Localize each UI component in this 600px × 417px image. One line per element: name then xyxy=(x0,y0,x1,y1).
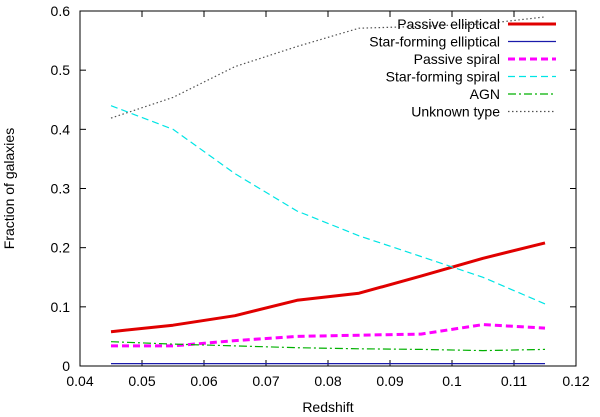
x-tick-label: 0.11 xyxy=(501,373,527,389)
x-tick-label: 0.12 xyxy=(562,373,589,389)
plot-frame xyxy=(79,10,577,367)
legend-label-passive-spiral: Passive spiral xyxy=(414,51,500,67)
series-line-agn xyxy=(110,341,546,352)
x-tick-labels: 0.04 0.05 0.06 0.07 0.08 0.09 0.1 0.11 0.12 xyxy=(66,373,589,389)
y-tick-label: 0.6 xyxy=(51,3,71,19)
x-tick-label: 0.06 xyxy=(190,373,217,389)
x-tick-label: 0.04 xyxy=(66,373,93,389)
tick-marks xyxy=(79,10,577,367)
legend: Passive elliptical Star-forming elliptica… xyxy=(369,16,556,120)
series-line-star-forming-spiral xyxy=(110,105,546,305)
series-lines xyxy=(110,16,546,365)
y-tick-label: 0.1 xyxy=(51,299,71,315)
y-tick-label: 0 xyxy=(62,358,70,374)
y-tick-label: 0.4 xyxy=(51,121,71,137)
x-tick-label: 0.09 xyxy=(376,373,403,389)
x-tick-label: 0.08 xyxy=(314,373,341,389)
y-tick-label: 0.2 xyxy=(51,240,71,256)
legend-label-star-forming-spiral: Star-forming spiral xyxy=(386,69,500,85)
legend-label-star-forming-elliptical: Star-forming elliptical xyxy=(369,34,500,50)
x-tick-label: 0.05 xyxy=(128,373,155,389)
y-tick-label: 0.3 xyxy=(51,181,71,197)
y-tick-label: 0.5 xyxy=(51,62,71,78)
x-tick-label: 0.07 xyxy=(252,373,279,389)
series-line-passive-elliptical xyxy=(110,241,546,334)
legend-label-agn: AGN xyxy=(470,86,500,102)
x-tick-label: 0.1 xyxy=(442,373,462,389)
series-line-unknown-type xyxy=(110,16,546,119)
series-line-passive-spiral xyxy=(111,323,546,348)
y-tick-labels: 0 0.1 0.2 0.3 0.4 0.5 0.6 xyxy=(51,3,71,374)
y-axis-title: Fraction of galaxies xyxy=(1,128,17,249)
legend-label-passive-elliptical: Passive elliptical xyxy=(397,16,500,32)
legend-label-unknown-type: Unknown type xyxy=(411,104,500,120)
x-axis-title: Redshift xyxy=(302,399,353,415)
